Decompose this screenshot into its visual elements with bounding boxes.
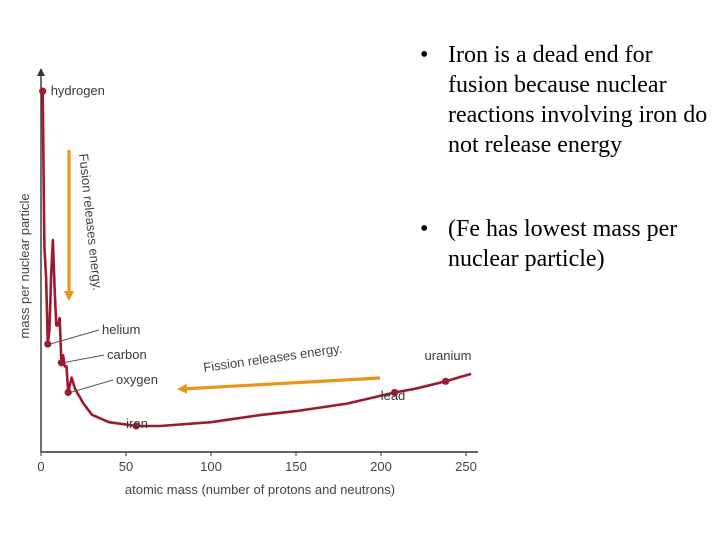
marker-label-carbon: carbon: [107, 347, 147, 362]
x-tick-label: 50: [119, 459, 133, 474]
bullet-marker: •: [420, 216, 429, 242]
marker-label-uranium: uranium: [425, 348, 472, 363]
x-tick-label: 250: [455, 459, 477, 474]
leader-carbon: [63, 354, 105, 364]
x-tick-label: 100: [200, 459, 222, 474]
bullet-text: (Fe has lowest mass per nuclear particle…: [448, 216, 678, 272]
marker-iron: [132, 422, 140, 430]
x-tick-label: 0: [37, 459, 44, 474]
bullet-text: Iron is a dead end for fusion because nu…: [448, 42, 708, 158]
x-axis-title: atomic mass (number of protons and neutr…: [125, 482, 395, 497]
bullet-item: • Iron is a dead end for fusion because …: [420, 40, 710, 160]
marker-label-helium: helium: [102, 322, 140, 337]
marker-label-oxygen: oxygen: [116, 372, 158, 387]
leader-helium: [49, 329, 100, 345]
marker-label-lead: lead: [381, 388, 406, 403]
marker-helium: [44, 340, 52, 348]
leader-oxygen: [70, 379, 114, 393]
x-tick-label: 200: [370, 459, 392, 474]
marker-hydrogen: [39, 87, 47, 95]
marker-uranium: [442, 377, 450, 385]
x-tick-labels: 0 50 100 150 200 250: [37, 452, 477, 474]
marker-carbon: [57, 359, 65, 367]
marker-lead: [391, 388, 399, 397]
fission-label: Fission releases energy.: [202, 341, 343, 375]
x-tick-label: 150: [285, 459, 307, 474]
bullet-item: • (Fe has lowest mass per nuclear partic…: [420, 214, 710, 274]
fission-arrow: [177, 376, 381, 394]
bullet-list: • Iron is a dead end for fusion because …: [420, 40, 710, 328]
y-axis-title: mass per nuclear particle: [17, 193, 32, 338]
marker-label-iron: iron: [126, 416, 148, 431]
bullet-marker: •: [420, 42, 429, 68]
marker-oxygen: [64, 388, 72, 397]
series-line: [41, 91, 472, 428]
marker-leader-lines: [49, 329, 114, 393]
data-markers: hydrogen helium carbon oxygen iron lead uraniu…: [39, 83, 471, 431]
marker-label-hydrogen: hydrogen: [51, 83, 105, 98]
fusion-label: Fusion releases energy.: [76, 153, 105, 292]
